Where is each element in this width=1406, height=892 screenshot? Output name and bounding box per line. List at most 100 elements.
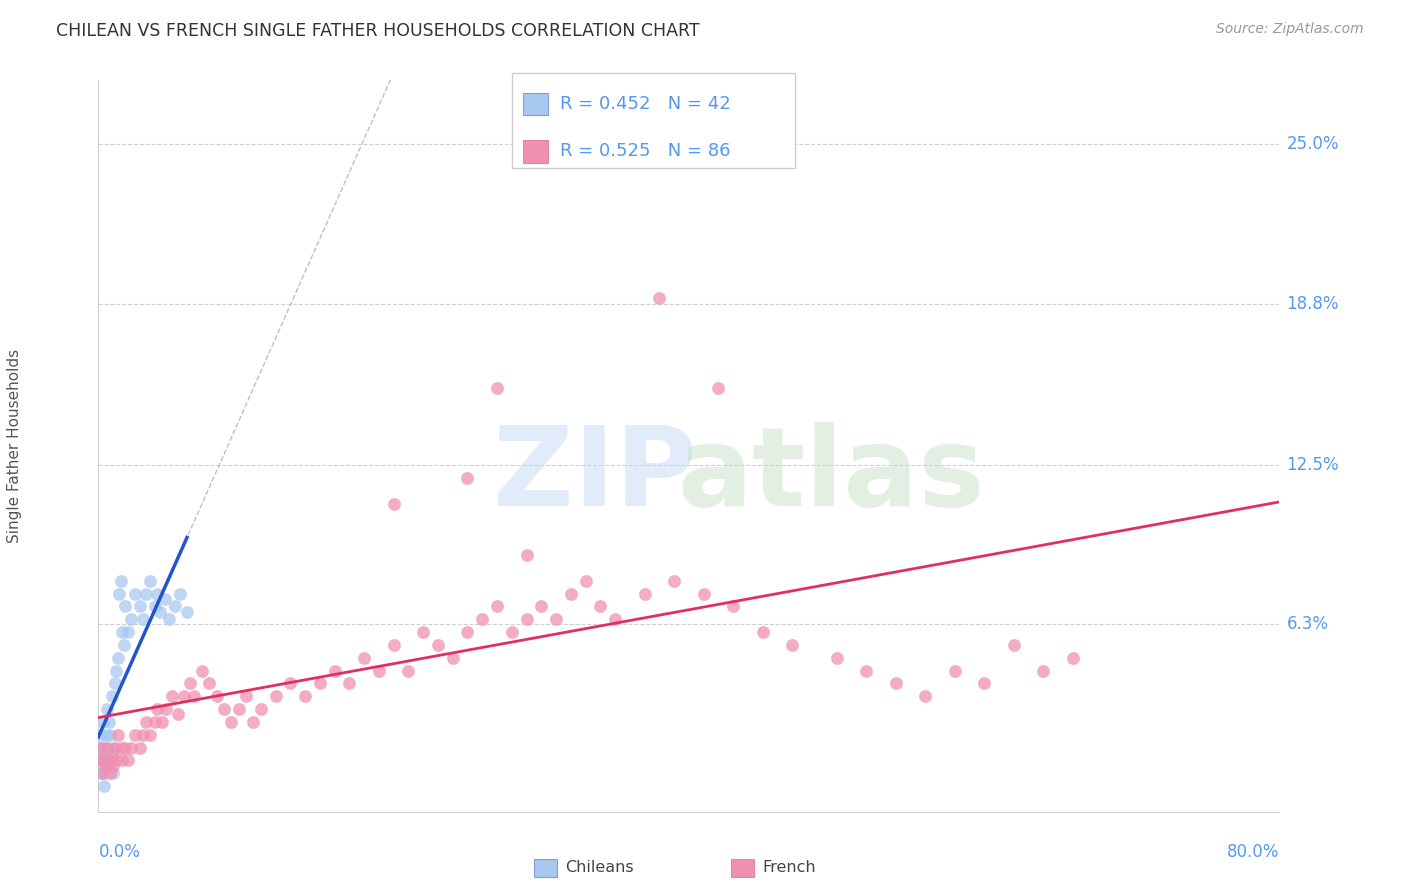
Point (114, 599, 136, 614)
Text: Single Father Households: Single Father Households (7, 349, 21, 543)
Point (100, 748, 122, 763)
Point (96, 740, 118, 755)
Point (412, 625, 434, 640)
Point (973, 676, 995, 690)
Point (104, 740, 127, 755)
Point (486, 599, 509, 614)
Point (486, 381, 509, 395)
Point (855, 664, 877, 678)
Point (87, 753, 110, 767)
Point (150, 714, 173, 729)
Point (191, 664, 214, 678)
Point (173, 690, 195, 704)
Point (90, 740, 112, 755)
Point (501, 625, 523, 640)
Point (112, 638, 135, 652)
Point (110, 740, 132, 755)
Point (97, 758, 120, 772)
Text: CHILEAN VS FRENCH SINGLE FATHER HOUSEHOLDS CORRELATION CHART: CHILEAN VS FRENCH SINGLE FATHER HOUSEHOL… (56, 22, 700, 40)
Point (135, 586, 157, 600)
Point (91, 714, 114, 729)
Point (914, 690, 936, 704)
Text: 18.8%: 18.8% (1286, 294, 1339, 312)
Point (157, 612, 180, 626)
Point (228, 702, 250, 716)
Point (179, 676, 201, 690)
Point (337, 676, 360, 690)
Text: 6.3%: 6.3% (1286, 615, 1329, 633)
Point (94, 758, 117, 772)
Point (96, 702, 118, 716)
Point (93, 753, 115, 767)
Point (309, 676, 332, 690)
Point (132, 612, 155, 626)
Point (169, 586, 191, 600)
Point (167, 707, 190, 722)
Point (560, 586, 582, 600)
Point (693, 586, 716, 600)
Point (89, 753, 111, 767)
Point (100, 690, 122, 704)
Point (89, 740, 111, 755)
Point (633, 586, 655, 600)
Point (162, 690, 183, 704)
Point (294, 690, 316, 704)
Point (530, 599, 553, 614)
Point (97, 753, 120, 767)
Point (120, 612, 142, 626)
Point (235, 690, 257, 704)
Point (103, 758, 125, 772)
Point (111, 625, 134, 640)
Point (143, 714, 166, 729)
Text: atlas: atlas (676, 422, 984, 529)
Point (456, 625, 478, 640)
Point (648, 292, 671, 306)
Point (91, 766, 114, 780)
Point (165, 599, 187, 614)
Point (278, 676, 302, 690)
Point (456, 471, 478, 485)
Point (751, 625, 773, 640)
Point (139, 728, 162, 742)
Point (103, 766, 125, 780)
Text: Source: ZipAtlas.com: Source: ZipAtlas.com (1216, 22, 1364, 37)
Point (91, 766, 114, 780)
Point (104, 676, 127, 690)
Point (589, 599, 612, 614)
Point (93, 740, 115, 755)
Point (90, 728, 112, 742)
Point (353, 650, 375, 665)
Point (97, 714, 120, 729)
Point (323, 664, 346, 678)
Point (198, 676, 221, 690)
Point (782, 638, 804, 652)
Point (574, 574, 596, 588)
Point (155, 702, 177, 716)
Point (135, 714, 157, 729)
Point (132, 728, 155, 742)
Point (396, 664, 419, 678)
Text: 12.5%: 12.5% (1286, 456, 1339, 475)
Point (264, 690, 287, 704)
Point (103, 740, 125, 755)
Point (664, 574, 686, 588)
Text: 80.0%: 80.0% (1227, 843, 1279, 861)
Point (471, 612, 494, 626)
Point (128, 740, 150, 755)
Point (146, 702, 169, 716)
Point (90, 753, 112, 767)
Point (205, 690, 228, 704)
Point (183, 690, 205, 704)
Point (89, 766, 111, 780)
Point (143, 599, 166, 614)
Point (1062, 650, 1084, 665)
Point (107, 728, 129, 742)
Text: 0.0%: 0.0% (98, 843, 141, 861)
Point (212, 702, 235, 716)
Point (105, 664, 128, 678)
Point (120, 740, 142, 755)
Point (98, 728, 121, 742)
Point (219, 714, 242, 729)
Text: R = 0.452   N = 42: R = 0.452 N = 42 (560, 95, 730, 112)
Point (707, 381, 730, 395)
